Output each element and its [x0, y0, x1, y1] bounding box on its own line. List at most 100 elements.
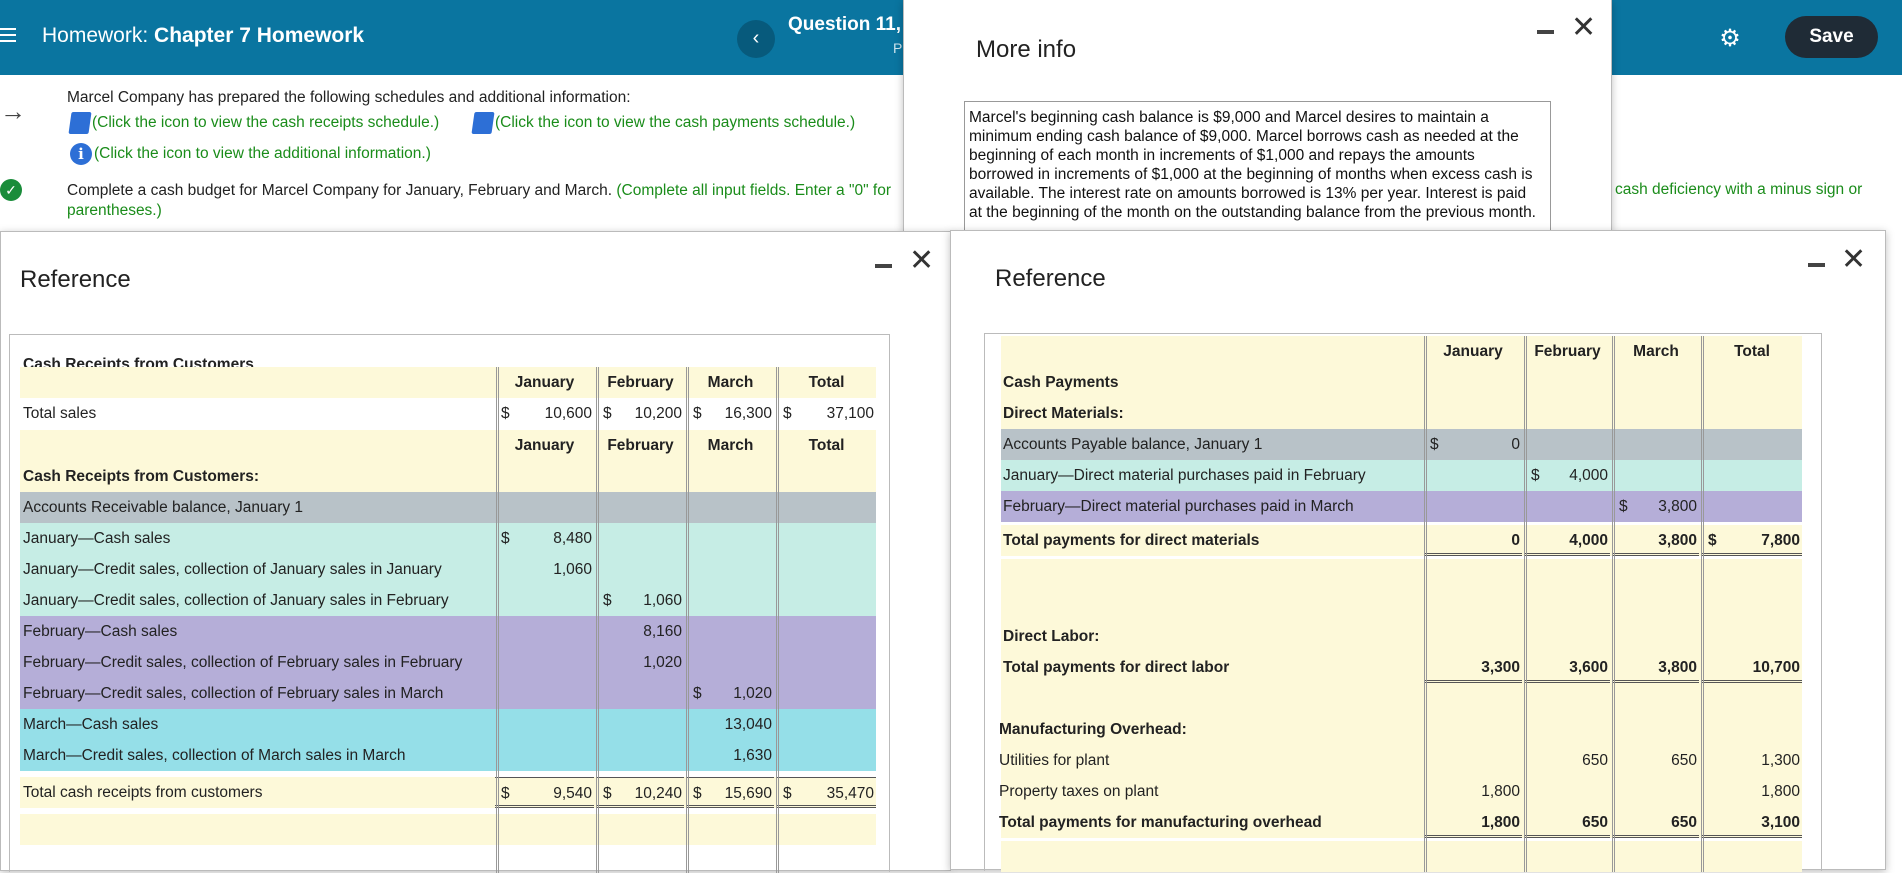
value-cell [495, 585, 594, 616]
row-label [1003, 683, 1424, 714]
more-info-line: beginning of each month in increments of… [969, 147, 1475, 164]
value-cell: 13,040 [724, 716, 772, 733]
row-label: Direct Labor: [1003, 628, 1100, 645]
value-cell [1424, 398, 1522, 429]
value-cell [1702, 429, 1802, 460]
minimize-icon[interactable] [875, 264, 892, 268]
month-header: January [514, 374, 575, 391]
value-cell [1424, 367, 1522, 398]
gear-icon[interactable]: ⚙ [1719, 25, 1741, 52]
row-label [23, 430, 495, 461]
value-cell [777, 616, 876, 647]
value-cell [1613, 367, 1699, 398]
instructions-hint-end: parentheses.) [67, 202, 162, 219]
table-row: Accounts Receivable balance, January 1 [20, 492, 876, 523]
value-cell [687, 492, 774, 523]
row-label: Utilities for plant [999, 752, 1110, 769]
table-row: Total payments for direct labor 3,300 3,60… [1001, 652, 1802, 683]
value-cell [597, 523, 684, 554]
value-cell [597, 740, 684, 771]
value-cell [777, 814, 876, 845]
value-cell [1424, 559, 1522, 590]
minimize-icon[interactable] [1537, 30, 1554, 34]
value-cell [777, 585, 876, 616]
more-info-line: minimum ending cash balance of $9,000. M… [969, 128, 1519, 145]
value-cell [597, 554, 684, 585]
cash-receipts-link[interactable]: (Click the icon to view the cash receipt… [68, 112, 439, 134]
table-row: Total payments for manufacturing overhea… [999, 807, 1802, 838]
more-info-text: Marcel's beginning cash balance is $9,00… [964, 101, 1551, 232]
value-cell: 8,480 $ [495, 523, 594, 554]
more-info-line: available. The interest rate on amounts … [969, 185, 1527, 202]
value-cell [1613, 683, 1699, 714]
value-cell: 650 [1671, 752, 1697, 769]
value-cell [777, 740, 876, 771]
table-row: February—Direct material purchases paid … [1001, 491, 1802, 522]
close-icon[interactable]: ✕ [1841, 243, 1867, 276]
total-sales-cell: 37,100 $ [777, 398, 876, 429]
column-divider [596, 367, 599, 873]
previous-question-button[interactable]: ‹ [737, 20, 775, 58]
total-sales-cell: 10,600 $ [495, 398, 594, 429]
dollar-sign: $ [603, 405, 612, 422]
value-cell [1613, 559, 1699, 590]
title-name: Chapter 7 Homework [154, 24, 365, 47]
dollar-sign: $ [693, 405, 702, 422]
total-cell: 4,000 [1525, 525, 1610, 556]
menu-icon[interactable] [0, 24, 18, 48]
row-label [23, 814, 495, 845]
total-cell: 3,800 [1613, 525, 1699, 556]
value-cell [1525, 590, 1610, 621]
dollar-sign: $ [1619, 498, 1628, 515]
additional-info-link[interactable]: i (Click the icon to view the additional … [70, 143, 431, 165]
dollar-sign: $ [501, 530, 510, 547]
save-button[interactable]: Save [1785, 16, 1878, 58]
more-info-dialog: More info ✕ Marcel's beginning cash bala… [903, 0, 1612, 232]
value-cell [1525, 683, 1610, 714]
additional-info-link-text: (Click the icon to view the additional i… [94, 145, 431, 163]
minimize-icon[interactable] [1808, 263, 1825, 267]
value-cell: 1,060 [553, 561, 592, 578]
value-cell [1702, 367, 1802, 398]
month-header: February [607, 374, 674, 391]
total-sales-cell: 10,200 $ [597, 398, 684, 429]
chevron-left-icon: ‹ [752, 27, 760, 49]
close-icon[interactable]: ✕ [1571, 11, 1597, 44]
dollar-sign: $ [783, 405, 792, 422]
value-cell: 0 $ [1424, 429, 1522, 460]
table-row: January February March Total [20, 430, 876, 461]
column-divider [1612, 336, 1615, 872]
instructions-main: Complete a cash budget for Marcel Compan… [67, 182, 613, 199]
value-cell [1424, 491, 1522, 522]
value-cell [777, 709, 876, 740]
value-cell [1613, 841, 1699, 872]
value-cell [1424, 590, 1522, 621]
dollar-sign: $ [501, 785, 510, 802]
table-row [1001, 559, 1802, 590]
value-cell [1525, 429, 1610, 460]
value-cell [597, 814, 684, 845]
table-row: Direct Materials: [1001, 398, 1802, 429]
value-cell [777, 678, 876, 709]
info-icon: i [70, 143, 92, 165]
reference-title: Reference [995, 265, 1106, 292]
row-label: Direct Materials: [1003, 405, 1124, 422]
table-row: January February March Total [20, 367, 876, 398]
row-label [999, 841, 1424, 872]
row-label: Total payments for direct labor [1003, 659, 1230, 676]
row-label [1003, 336, 1424, 367]
value-cell [1424, 714, 1522, 745]
value-cell [1424, 841, 1522, 872]
value-cell [1702, 621, 1802, 652]
value-cell [495, 814, 594, 845]
value-cell: 4,000 $ [1525, 460, 1610, 491]
row-label: January—Credit sales, collection of Janu… [23, 561, 442, 578]
arrow-right-icon[interactable]: → [0, 96, 26, 126]
cash-payments-link[interactable]: (Click the icon to view the cash payment… [471, 112, 855, 134]
month-header: February [1534, 343, 1601, 360]
value-cell [1424, 621, 1522, 652]
month-header: March [707, 437, 754, 454]
value-cell [1525, 398, 1610, 429]
close-icon[interactable]: ✕ [909, 244, 935, 277]
value-cell [1702, 460, 1802, 491]
